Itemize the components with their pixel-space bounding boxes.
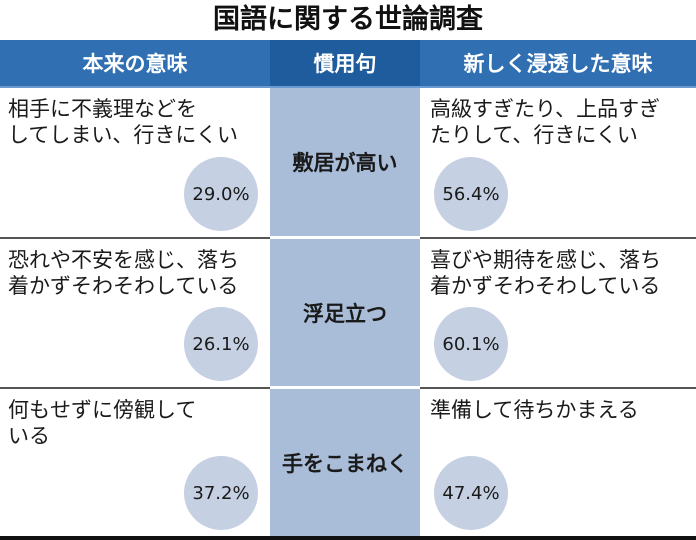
new-meaning-text: 準備して待ちかまえる <box>430 398 639 422</box>
percentage-bubble: 47.4% <box>434 456 508 530</box>
percentage-bubble: 29.0% <box>184 157 258 231</box>
header-divider <box>0 86 696 88</box>
percentage-bubble: 60.1% <box>434 307 508 381</box>
table-header: 本来の意味 慣用句 新しく浸透した意味 <box>0 40 696 88</box>
original-meaning-text: 相手に不義理などを してしまい、行きにくい <box>8 97 238 147</box>
original-meaning-text: 何もせずに傍観して いる <box>8 398 197 448</box>
new-meaning-text: 高級すぎたり、上品すぎ たりして、行きにくい <box>430 97 661 147</box>
header-original-meaning: 本来の意味 <box>0 40 270 88</box>
new-meaning-cell: 高級すぎたり、上品すぎ たりして、行きにくい 56.4% <box>420 88 696 239</box>
idiom-cell: 浮足立つ <box>270 239 420 389</box>
page-title: 国語に関する世論調査 <box>213 4 483 35</box>
idiom-cell: 手をこまねく <box>270 389 420 540</box>
header-new-meaning: 新しく浸透した意味 <box>420 40 696 88</box>
header-idiom: 慣用句 <box>270 40 420 88</box>
table-row: 何もせずに傍観して いる 37.2% 手をこまねく 準備して待ちかまえる 47.… <box>0 389 696 540</box>
percentage-bubble: 37.2% <box>184 456 258 530</box>
new-meaning-text: 喜びや期待を感じ、落ち 着かずそわそわしている <box>430 248 661 298</box>
original-meaning-cell: 何もせずに傍観して いる 37.2% <box>0 389 270 540</box>
table-row: 相手に不義理などを してしまい、行きにくい 29.0% 敷居が高い 高級すぎたり… <box>0 88 696 239</box>
original-meaning-cell: 恐れや不安を感じ、落ち 着かずそわそわしている 26.1% <box>0 239 270 389</box>
table-row: 恐れや不安を感じ、落ち 着かずそわそわしている 26.1% 浮足立つ 喜びや期待… <box>0 239 696 389</box>
percentage-bubble: 26.1% <box>184 307 258 381</box>
idiom-cell: 敷居が高い <box>270 88 420 239</box>
new-meaning-cell: 準備して待ちかまえる 47.4% <box>420 389 696 540</box>
original-meaning-cell: 相手に不義理などを してしまい、行きにくい 29.0% <box>0 88 270 239</box>
percentage-bubble: 56.4% <box>434 157 508 231</box>
new-meaning-cell: 喜びや期待を感じ、落ち 着かずそわそわしている 60.1% <box>420 239 696 389</box>
original-meaning-text: 恐れや不安を感じ、落ち 着かずそわそわしている <box>8 248 239 298</box>
